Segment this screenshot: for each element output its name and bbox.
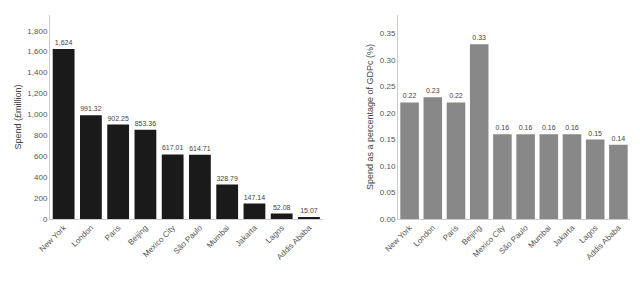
svg-text:1,400: 1,400 xyxy=(27,68,48,77)
svg-text:1,200: 1,200 xyxy=(27,89,48,98)
svg-text:614.71: 614.71 xyxy=(189,145,211,152)
svg-text:0.16: 0.16 xyxy=(542,124,556,131)
svg-text:Spend as a percentage of GDPc: Spend as a percentage of GDPc (%) xyxy=(365,44,375,190)
svg-text:São Paulo: São Paulo xyxy=(172,223,205,256)
svg-text:0.16: 0.16 xyxy=(565,124,579,131)
svg-text:Lagos: Lagos xyxy=(264,223,286,245)
svg-text:0.10: 0.10 xyxy=(380,162,396,171)
svg-text:0.15: 0.15 xyxy=(588,130,602,137)
svg-text:Mexico City: Mexico City xyxy=(141,223,177,259)
svg-text:0.35: 0.35 xyxy=(380,29,396,38)
svg-text:Lagos: Lagos xyxy=(578,223,600,245)
svg-text:São Paulo: São Paulo xyxy=(497,223,530,256)
svg-text:London: London xyxy=(70,223,95,248)
svg-text:15.07: 15.07 xyxy=(300,207,318,214)
svg-text:1,800: 1,800 xyxy=(27,26,48,35)
svg-text:0.25: 0.25 xyxy=(380,82,396,91)
svg-text:991.32: 991.32 xyxy=(80,105,102,112)
svg-text:London: London xyxy=(412,223,437,248)
svg-text:147.14: 147.14 xyxy=(244,194,266,201)
svg-text:Jakarta: Jakarta xyxy=(234,223,259,248)
svg-text:Addis Ababa: Addis Ababa xyxy=(275,223,314,262)
svg-text:0.22: 0.22 xyxy=(449,92,463,99)
svg-text:200: 200 xyxy=(34,194,48,203)
svg-text:0.14: 0.14 xyxy=(612,135,626,142)
svg-text:Mumbai: Mumbai xyxy=(527,223,554,250)
svg-text:0.22: 0.22 xyxy=(403,92,417,99)
svg-text:0.33: 0.33 xyxy=(472,34,486,41)
svg-text:Jakarta: Jakarta xyxy=(551,223,576,248)
svg-text:Spend (£million): Spend (£million) xyxy=(13,84,23,149)
svg-text:0.15: 0.15 xyxy=(380,135,396,144)
svg-text:600: 600 xyxy=(34,152,48,161)
svg-text:52.08: 52.08 xyxy=(273,204,291,211)
svg-text:853.36: 853.36 xyxy=(135,120,157,127)
svg-text:902.25: 902.25 xyxy=(107,115,129,122)
svg-text:New York: New York xyxy=(38,223,69,254)
svg-text:0: 0 xyxy=(43,215,48,224)
svg-text:0.20: 0.20 xyxy=(380,109,396,118)
svg-text:0.30: 0.30 xyxy=(380,56,396,65)
svg-text:Mumbai: Mumbai xyxy=(205,223,232,250)
svg-text:0.23: 0.23 xyxy=(426,87,440,94)
svg-text:1,624: 1,624 xyxy=(55,39,73,46)
svg-text:Beijing: Beijing xyxy=(460,223,483,246)
svg-text:328.79: 328.79 xyxy=(216,175,238,182)
svg-text:0.16: 0.16 xyxy=(496,124,510,131)
svg-text:Paris: Paris xyxy=(441,223,460,242)
svg-text:1,000: 1,000 xyxy=(27,110,48,119)
svg-text:Addis Ababa: Addis Ababa xyxy=(585,223,624,262)
svg-text:New York: New York xyxy=(384,223,415,254)
svg-text:0.00: 0.00 xyxy=(380,215,396,224)
svg-text:Beijing: Beijing xyxy=(126,223,149,246)
svg-text:617.01: 617.01 xyxy=(162,144,184,151)
svg-text:400: 400 xyxy=(34,173,48,182)
svg-text:800: 800 xyxy=(34,131,48,140)
svg-text:0.16: 0.16 xyxy=(519,124,533,131)
svg-text:Paris: Paris xyxy=(103,223,122,242)
svg-text:1,600: 1,600 xyxy=(27,47,48,56)
svg-text:Mexico City: Mexico City xyxy=(471,223,507,259)
svg-text:0.05: 0.05 xyxy=(380,188,396,197)
